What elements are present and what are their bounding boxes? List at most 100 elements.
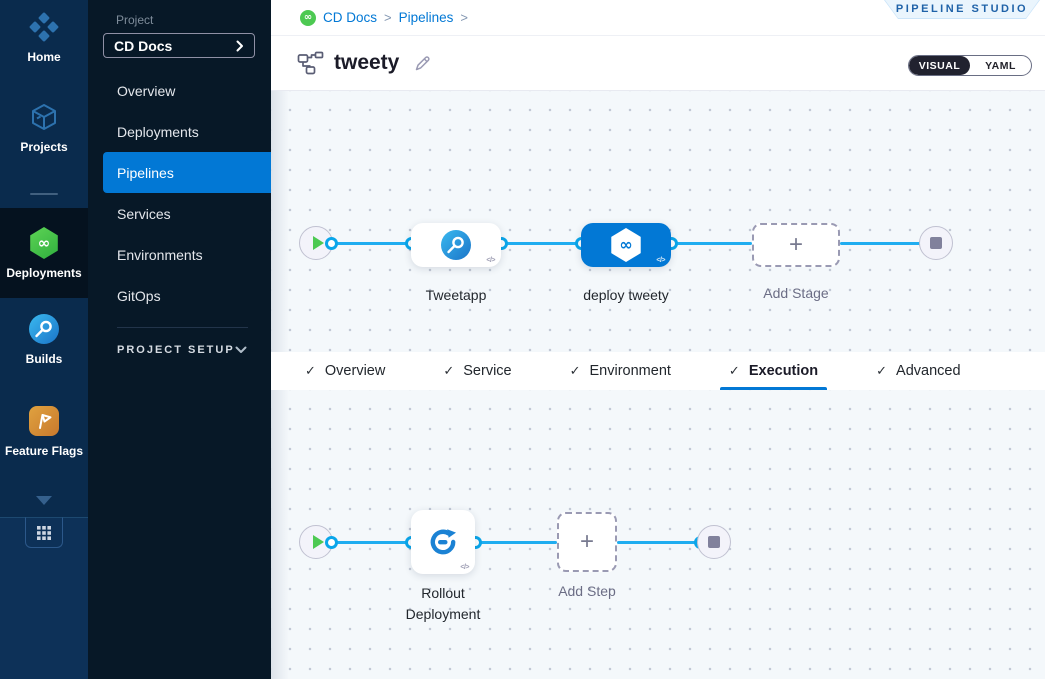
edge-port xyxy=(325,237,338,250)
sidebar-divider xyxy=(117,327,248,328)
check-icon: ✓ xyxy=(443,363,455,379)
tab-service[interactable]: ✓ Service xyxy=(434,352,520,390)
step-label-rollout-deployment: Rollout Deployment xyxy=(405,585,481,622)
ci-stage-icon xyxy=(441,230,471,260)
rail-item-builds[interactable]: Builds xyxy=(0,312,88,366)
tab-label: Advanced xyxy=(896,363,961,379)
check-icon: ✓ xyxy=(728,363,740,379)
pipeline-studio-main: ∞ CD Docs > Pipelines > PIPELINE STUDIO … xyxy=(271,0,1045,679)
rail-item-deployments[interactable]: ∞ Deployments xyxy=(0,208,88,298)
plus-icon: + xyxy=(579,528,594,555)
code-glyph: </> xyxy=(486,257,495,264)
edge-connector xyxy=(332,242,411,245)
chevron-down-icon[interactable] xyxy=(36,496,52,505)
rail-label-builds: Builds xyxy=(25,352,63,366)
rollout-deployment-icon xyxy=(430,529,456,555)
sidebar-item-overview[interactable]: Overview xyxy=(117,82,176,99)
execution-end-node xyxy=(697,525,731,559)
tab-overview[interactable]: ✓ Overview xyxy=(296,352,394,390)
rail-item-projects[interactable]: Projects xyxy=(0,100,88,154)
stage-node-tweetapp[interactable]: </> xyxy=(411,223,501,267)
rail-divider xyxy=(30,193,58,195)
edit-pencil-icon[interactable] xyxy=(413,54,432,73)
sidebar-item-deployments[interactable]: Deployments xyxy=(117,123,199,140)
pipeline-title-bar: tweety VISUAL YAML xyxy=(271,36,1045,91)
edge-port xyxy=(325,536,338,549)
project-sidebar: Project CD Docs Overview Deployments Pip… xyxy=(88,0,271,679)
chevron-down-icon xyxy=(235,346,247,353)
stop-icon xyxy=(930,237,942,249)
module-rail: Home Projects ∞ Deployments xyxy=(0,0,88,679)
breadcrumb-separator: > xyxy=(460,10,468,25)
rail-bottom-section xyxy=(0,517,88,679)
cube-icon xyxy=(0,100,88,134)
cd-module-icon: ∞ xyxy=(300,9,316,26)
stop-icon xyxy=(708,536,720,548)
plus-icon: + xyxy=(788,231,803,258)
rail-item-home[interactable]: Home xyxy=(0,10,88,64)
pipeline-graph-icon xyxy=(297,51,324,75)
harness-logo-icon xyxy=(0,10,88,44)
edge-connector xyxy=(617,541,700,544)
sidebar-item-pipelines[interactable]: Pipelines xyxy=(103,152,271,193)
sidebar-item-environments[interactable]: Environments xyxy=(117,246,203,263)
toggle-visual[interactable]: VISUAL xyxy=(909,56,970,75)
check-icon: ✓ xyxy=(876,363,888,379)
tab-label: Overview xyxy=(324,363,386,379)
execution-canvas[interactable]: </> + Rollout Deployment Add Step xyxy=(271,390,1045,679)
project-selector[interactable]: CD Docs xyxy=(103,33,255,58)
breadcrumb-separator: > xyxy=(384,10,392,25)
edge-connector xyxy=(840,242,925,245)
tab-label: Execution xyxy=(748,363,819,379)
rail-item-feature-flags[interactable]: Feature Flags xyxy=(0,404,88,458)
stage-node-deploy-tweety[interactable]: ∞ </> xyxy=(581,223,671,267)
tab-execution[interactable]: ✓ Execution xyxy=(719,352,828,390)
tab-environment[interactable]: ✓ Environment xyxy=(561,352,680,390)
chevron-right-icon xyxy=(236,40,243,51)
stage-canvas[interactable]: </> ∞ </> + Tweetapp deploy tweety Add S… xyxy=(271,91,1045,352)
add-step-button[interactable]: + xyxy=(557,512,617,572)
project-setup-toggle[interactable]: PROJECT SETUP xyxy=(117,344,247,356)
add-stage-label: Add Stage xyxy=(763,285,829,301)
check-icon: ✓ xyxy=(569,363,581,379)
stage-label-tweetapp: Tweetapp xyxy=(425,287,487,303)
cd-stage-icon: ∞ xyxy=(611,228,641,262)
project-section-label: Project xyxy=(116,13,154,27)
grid-icon xyxy=(37,525,51,540)
toggle-yaml[interactable]: YAML xyxy=(985,59,1016,72)
code-glyph: </> xyxy=(460,564,469,571)
tab-advanced[interactable]: ✓ Advanced xyxy=(867,352,969,390)
rail-label-feature-flags: Feature Flags xyxy=(4,444,84,458)
rail-label-deployments: Deployments xyxy=(6,266,82,280)
play-icon xyxy=(312,535,324,549)
code-glyph: </> xyxy=(656,257,665,264)
edge-connector xyxy=(671,242,752,245)
rail-label-home: Home xyxy=(27,50,61,64)
project-nav-list: Overview Deployments Pipelines Services … xyxy=(88,70,271,316)
tab-label: Environment xyxy=(589,363,671,379)
tab-label: Service xyxy=(463,363,512,379)
add-step-label: Add Step xyxy=(558,583,616,599)
project-selector-value: CD Docs xyxy=(114,37,173,54)
sidebar-item-services[interactable]: Services xyxy=(117,205,171,222)
pipeline-name: tweety xyxy=(334,51,400,74)
sidebar-item-gitops[interactable]: GitOps xyxy=(117,287,161,304)
pipeline-studio-badge: PIPELINE STUDIO xyxy=(884,0,1040,19)
edge-connector xyxy=(332,541,411,544)
pipeline-studio-badge-label: PIPELINE STUDIO xyxy=(885,0,1039,18)
project-setup-label: PROJECT SETUP xyxy=(117,344,235,356)
ci-circle-icon xyxy=(0,312,88,346)
add-stage-button[interactable]: + xyxy=(752,223,840,267)
edge-connector xyxy=(475,541,557,544)
check-icon: ✓ xyxy=(305,363,316,379)
rail-label-projects: Projects xyxy=(20,140,68,154)
pipeline-end-node xyxy=(919,226,953,260)
stage-config-tabs: ✓ Overview ✓ Service ✓ Environment ✓ Exe… xyxy=(271,352,1045,390)
breadcrumb-cd-docs[interactable]: CD Docs xyxy=(323,10,378,25)
cd-hexagon-icon: ∞ xyxy=(0,226,88,260)
apps-grid-button[interactable] xyxy=(25,517,63,548)
breadcrumb-pipelines[interactable]: Pipelines xyxy=(398,10,454,25)
flag-icon xyxy=(0,404,88,438)
step-node-rollout-deployment[interactable]: </> xyxy=(411,510,475,574)
